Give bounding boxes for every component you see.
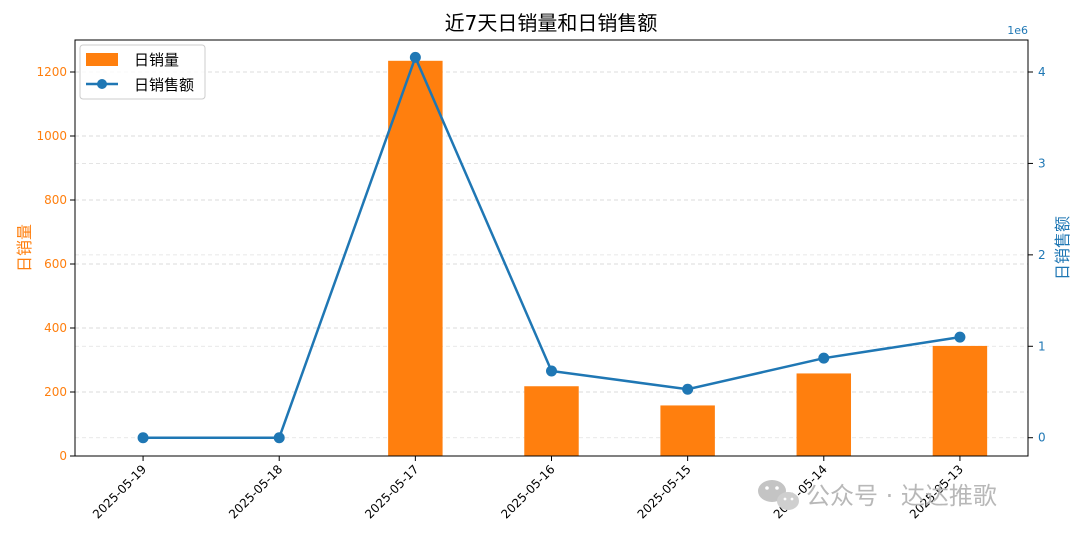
- line-point: [273, 432, 285, 444]
- x-tick-label: 2025-05-15: [635, 462, 694, 521]
- legend-label-bar: 日销量: [134, 51, 179, 69]
- legend-label-line: 日销售额: [134, 76, 194, 94]
- right-tick-label: 4: [1038, 65, 1046, 79]
- x-tick-label: 2025-05-17: [362, 462, 421, 521]
- line-point: [409, 51, 421, 63]
- left-tick-label: 800: [44, 193, 67, 207]
- left-tick-label: 1000: [36, 129, 67, 143]
- left-axis: 0 200 400 600 800 1000 1200: [36, 65, 75, 463]
- x-tick-label: 2025-05-19: [90, 462, 149, 521]
- right-tick-label: 1: [1038, 339, 1046, 353]
- line-point: [137, 432, 149, 444]
- legend-swatch-marker: [97, 79, 107, 89]
- bar: [524, 386, 579, 456]
- left-tick-label: 1200: [36, 65, 67, 79]
- x-tick-label: 2025-05-16: [498, 462, 557, 521]
- legend: 日销量 日销售额: [79, 44, 206, 100]
- bar: [932, 345, 988, 456]
- right-tick-label: 0: [1038, 431, 1046, 445]
- y-axis-label-left: 日销量: [15, 224, 34, 272]
- left-tick-label: 0: [59, 449, 67, 463]
- left-tick-label: 200: [44, 385, 67, 399]
- right-tick-label: 3: [1038, 156, 1046, 170]
- x-tick-label: 2025-05-18: [226, 462, 285, 521]
- chart-title: 近7天日销量和日销售额: [445, 11, 658, 35]
- bar: [660, 405, 715, 456]
- right-axis: 0 1 2 3 4: [1028, 65, 1046, 445]
- wechat-icon: [758, 480, 799, 510]
- left-tick-label: 400: [44, 321, 67, 335]
- legend-swatch-bar: [86, 53, 118, 66]
- y-axis-label-right: 日销售额: [1053, 216, 1072, 280]
- line-point: [954, 331, 966, 343]
- line-point: [682, 383, 694, 395]
- bar-series: [388, 60, 988, 457]
- watermark: 公众号 · 达达推歌: [758, 480, 997, 510]
- line-point: [546, 365, 557, 377]
- left-tick-label: 600: [44, 257, 67, 271]
- bar: [796, 373, 852, 456]
- right-axis-offset: 1e6: [1007, 24, 1028, 37]
- line-point: [818, 352, 830, 364]
- right-tick-label: 2: [1038, 248, 1046, 262]
- grid-lines: [75, 71, 1028, 439]
- bar: [388, 60, 443, 457]
- line-series: [137, 51, 966, 444]
- watermark-text: 公众号 · 达达推歌: [806, 482, 997, 510]
